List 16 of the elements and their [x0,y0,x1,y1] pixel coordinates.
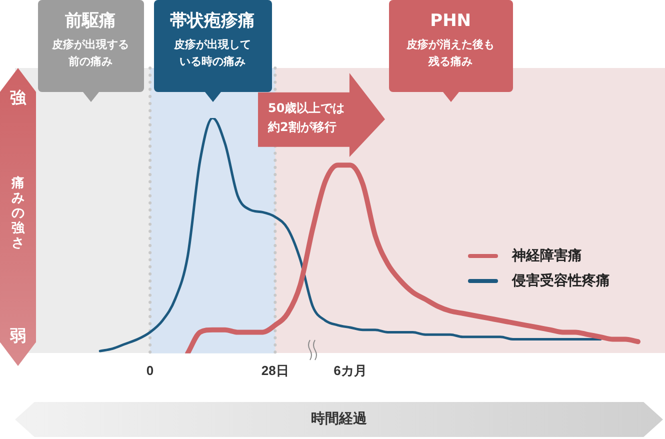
text: 前駆痛 [64,10,118,32]
band-label: 帯状疱疹痛 [169,10,256,32]
text: 弱 [9,326,27,347]
text: 強 [9,88,28,109]
text: 皮疹が出現している時の痛み [173,37,252,70]
annotation: 50歳以上では約2割が移行 [268,100,346,136]
text: PHN [429,10,472,32]
text: 皮疹が出現する前の痛み [51,37,130,70]
x-tick-label: 28日 [261,362,289,378]
x-tick-label: 0 [146,362,154,378]
legend-label: 侵害受容性疼痛 [512,272,610,290]
text: 痛みの強さ [11,176,25,251]
text: 皮疹が消えた後も残る痛み [406,37,496,70]
x-axis-title: 時間経過 [310,410,368,428]
legend-label: 神経障害痛 [512,246,582,264]
x-tick-label: 6カ月 [334,362,367,378]
